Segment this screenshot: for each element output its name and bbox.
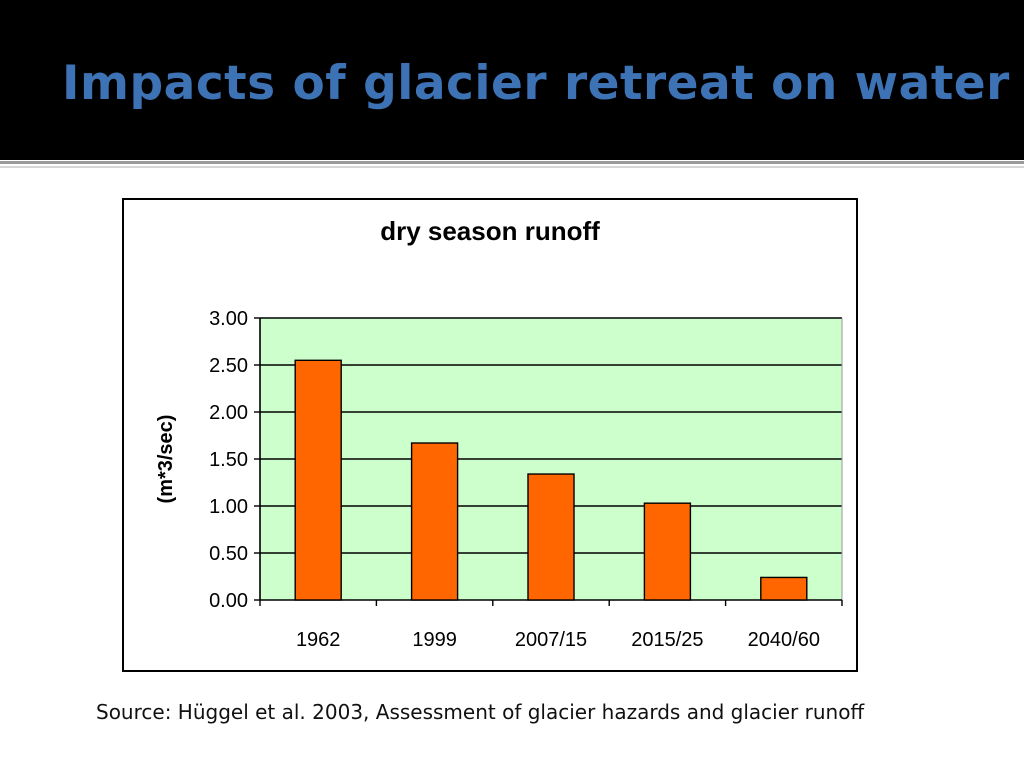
y-tick-label: 3.00 bbox=[209, 308, 248, 330]
x-tick-label: 2007/15 bbox=[515, 629, 587, 651]
y-tick-label: 1.00 bbox=[209, 496, 248, 518]
chart-title: dry season runoff bbox=[380, 216, 600, 246]
slide-title: Impacts of glacier retreat on water bbox=[62, 56, 1010, 111]
header-band bbox=[0, 0, 1024, 160]
bar-2040-60 bbox=[760, 576, 808, 601]
bar-2015-25 bbox=[643, 502, 692, 601]
bar-2007-15 bbox=[527, 473, 575, 601]
source-citation: Source: Hüggel et al. 2003, Assessment o… bbox=[96, 700, 865, 724]
x-tick-label: 1962 bbox=[296, 629, 341, 651]
bar-1962 bbox=[294, 359, 342, 601]
x-tick-label: 2040/60 bbox=[748, 629, 820, 651]
bar-chart: 0.00 0.50 1.00 1.50 2.00 2.50 3.00 1962 1999 2007… bbox=[155, 308, 843, 651]
y-tick-label: 0.50 bbox=[209, 543, 248, 565]
title-divider-secondary bbox=[0, 166, 1024, 168]
x-tick-label: 1999 bbox=[412, 629, 457, 651]
y-axis-label: (m*3/sec) bbox=[155, 415, 177, 504]
y-tick-label: 0.00 bbox=[209, 590, 248, 612]
chart-container: dry season runoff 0.00 0.50 1.00 1.50 2.00 2.… bbox=[122, 198, 858, 672]
title-divider bbox=[0, 161, 1024, 164]
y-tick-label: 1.50 bbox=[209, 449, 248, 471]
x-tick-label: 2015/25 bbox=[631, 629, 703, 651]
y-tick-label: 2.50 bbox=[209, 355, 248, 377]
bar-1999 bbox=[410, 442, 459, 601]
y-tick-label: 2.00 bbox=[209, 402, 248, 424]
